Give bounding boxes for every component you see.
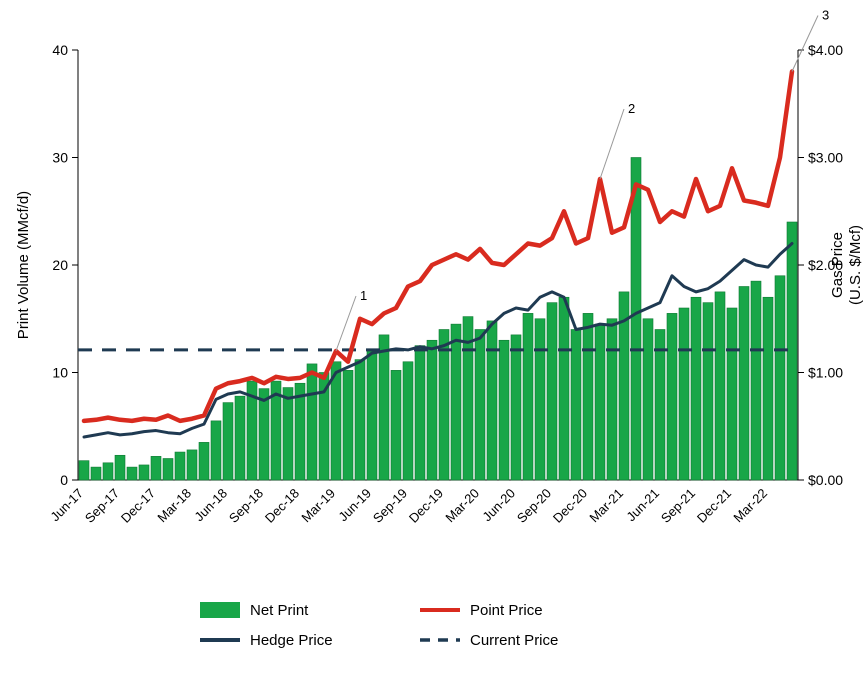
legend-label: Hedge Price (250, 632, 333, 649)
bar (679, 308, 689, 480)
bar (151, 456, 161, 480)
bar (403, 362, 413, 480)
bar (427, 340, 437, 480)
x-tick-label: Sep-17 (82, 486, 122, 526)
x-tick-label: Jun-17 (47, 486, 86, 525)
right-tick-label: $0.00 (808, 472, 843, 488)
bar (571, 330, 581, 481)
bar (379, 335, 389, 480)
bar (211, 421, 221, 480)
callout-label: 1 (360, 288, 367, 303)
bar (439, 330, 449, 481)
bar (583, 313, 593, 480)
bar (751, 281, 761, 480)
bar (547, 303, 557, 480)
bar (487, 321, 497, 480)
bar (703, 303, 713, 480)
bar (643, 319, 653, 480)
bar (175, 452, 185, 480)
x-tick-label: Sep-18 (226, 486, 266, 526)
legend-label: Current Price (470, 632, 558, 649)
callout-label: 3 (822, 8, 829, 23)
bar (163, 459, 173, 481)
bar (223, 403, 233, 480)
bar (127, 467, 137, 480)
bar (691, 297, 701, 480)
bar (475, 330, 485, 481)
x-tick-label: Jun-21 (623, 486, 662, 525)
bar (343, 370, 353, 480)
combo-chart: 010203040$0.00$1.00$2.00$3.00$4.00Print … (0, 0, 868, 688)
bar (307, 364, 317, 480)
x-tick-label: Jun-18 (191, 486, 230, 525)
bar (763, 297, 773, 480)
bar (655, 330, 665, 481)
bar (415, 346, 425, 480)
bar (91, 467, 101, 480)
bar (391, 370, 401, 480)
x-tick-label: Sep-19 (370, 486, 410, 526)
bar (103, 463, 113, 480)
left-tick-label: 20 (52, 257, 68, 273)
right-axis-title: Gas Price(U.S. $/Mcf) (829, 225, 864, 305)
callout-label: 2 (628, 101, 635, 116)
bar (259, 389, 269, 480)
bar (499, 340, 509, 480)
bar (631, 158, 641, 481)
bar (715, 292, 725, 480)
bar (511, 335, 521, 480)
x-tick-label: Sep-21 (658, 486, 698, 526)
left-tick-label: 30 (52, 150, 68, 166)
bar (235, 396, 245, 480)
bar (199, 442, 209, 480)
x-tick-label: Dec-21 (694, 486, 734, 526)
legend-swatch (200, 602, 240, 618)
bar (187, 450, 197, 480)
callout-line (600, 109, 624, 179)
bar (535, 319, 545, 480)
bar (559, 297, 569, 480)
bar (787, 222, 797, 480)
x-tick-label: Sep-20 (514, 486, 554, 526)
right-tick-label: $1.00 (808, 365, 843, 381)
left-tick-label: 10 (52, 365, 68, 381)
x-tick-label: Mar-18 (154, 486, 194, 526)
legend-label: Net Print (250, 602, 309, 619)
bar (595, 324, 605, 480)
x-tick-label: Dec-18 (262, 486, 302, 526)
left-tick-label: 0 (60, 472, 68, 488)
left-axis-title: Print Volume (MMcf/d) (15, 191, 32, 339)
x-tick-label: Mar-21 (586, 486, 626, 526)
x-tick-label: Mar-20 (442, 486, 482, 526)
bar (727, 308, 737, 480)
bar (739, 287, 749, 481)
x-tick-label: Jun-19 (335, 486, 374, 525)
left-tick-label: 40 (52, 42, 68, 58)
bar (283, 388, 293, 480)
bar (607, 319, 617, 480)
bar (367, 351, 377, 480)
bar (667, 313, 677, 480)
x-tick-label: Dec-20 (550, 486, 590, 526)
legend-label: Point Price (470, 602, 543, 619)
bar (139, 465, 149, 480)
chart-container: 010203040$0.00$1.00$2.00$3.00$4.00Print … (0, 0, 868, 688)
right-tick-label: $3.00 (808, 150, 843, 166)
bar (775, 276, 785, 480)
x-tick-label: Mar-22 (730, 486, 770, 526)
x-tick-label: Dec-19 (406, 486, 446, 526)
x-tick-label: Mar-19 (298, 486, 338, 526)
bar (115, 455, 125, 480)
x-tick-label: Dec-17 (118, 486, 158, 526)
bar (451, 324, 461, 480)
bar (79, 461, 89, 480)
x-tick-label: Jun-20 (479, 486, 518, 525)
bar (355, 360, 365, 480)
right-tick-label: $4.00 (808, 42, 843, 58)
bar (523, 313, 533, 480)
